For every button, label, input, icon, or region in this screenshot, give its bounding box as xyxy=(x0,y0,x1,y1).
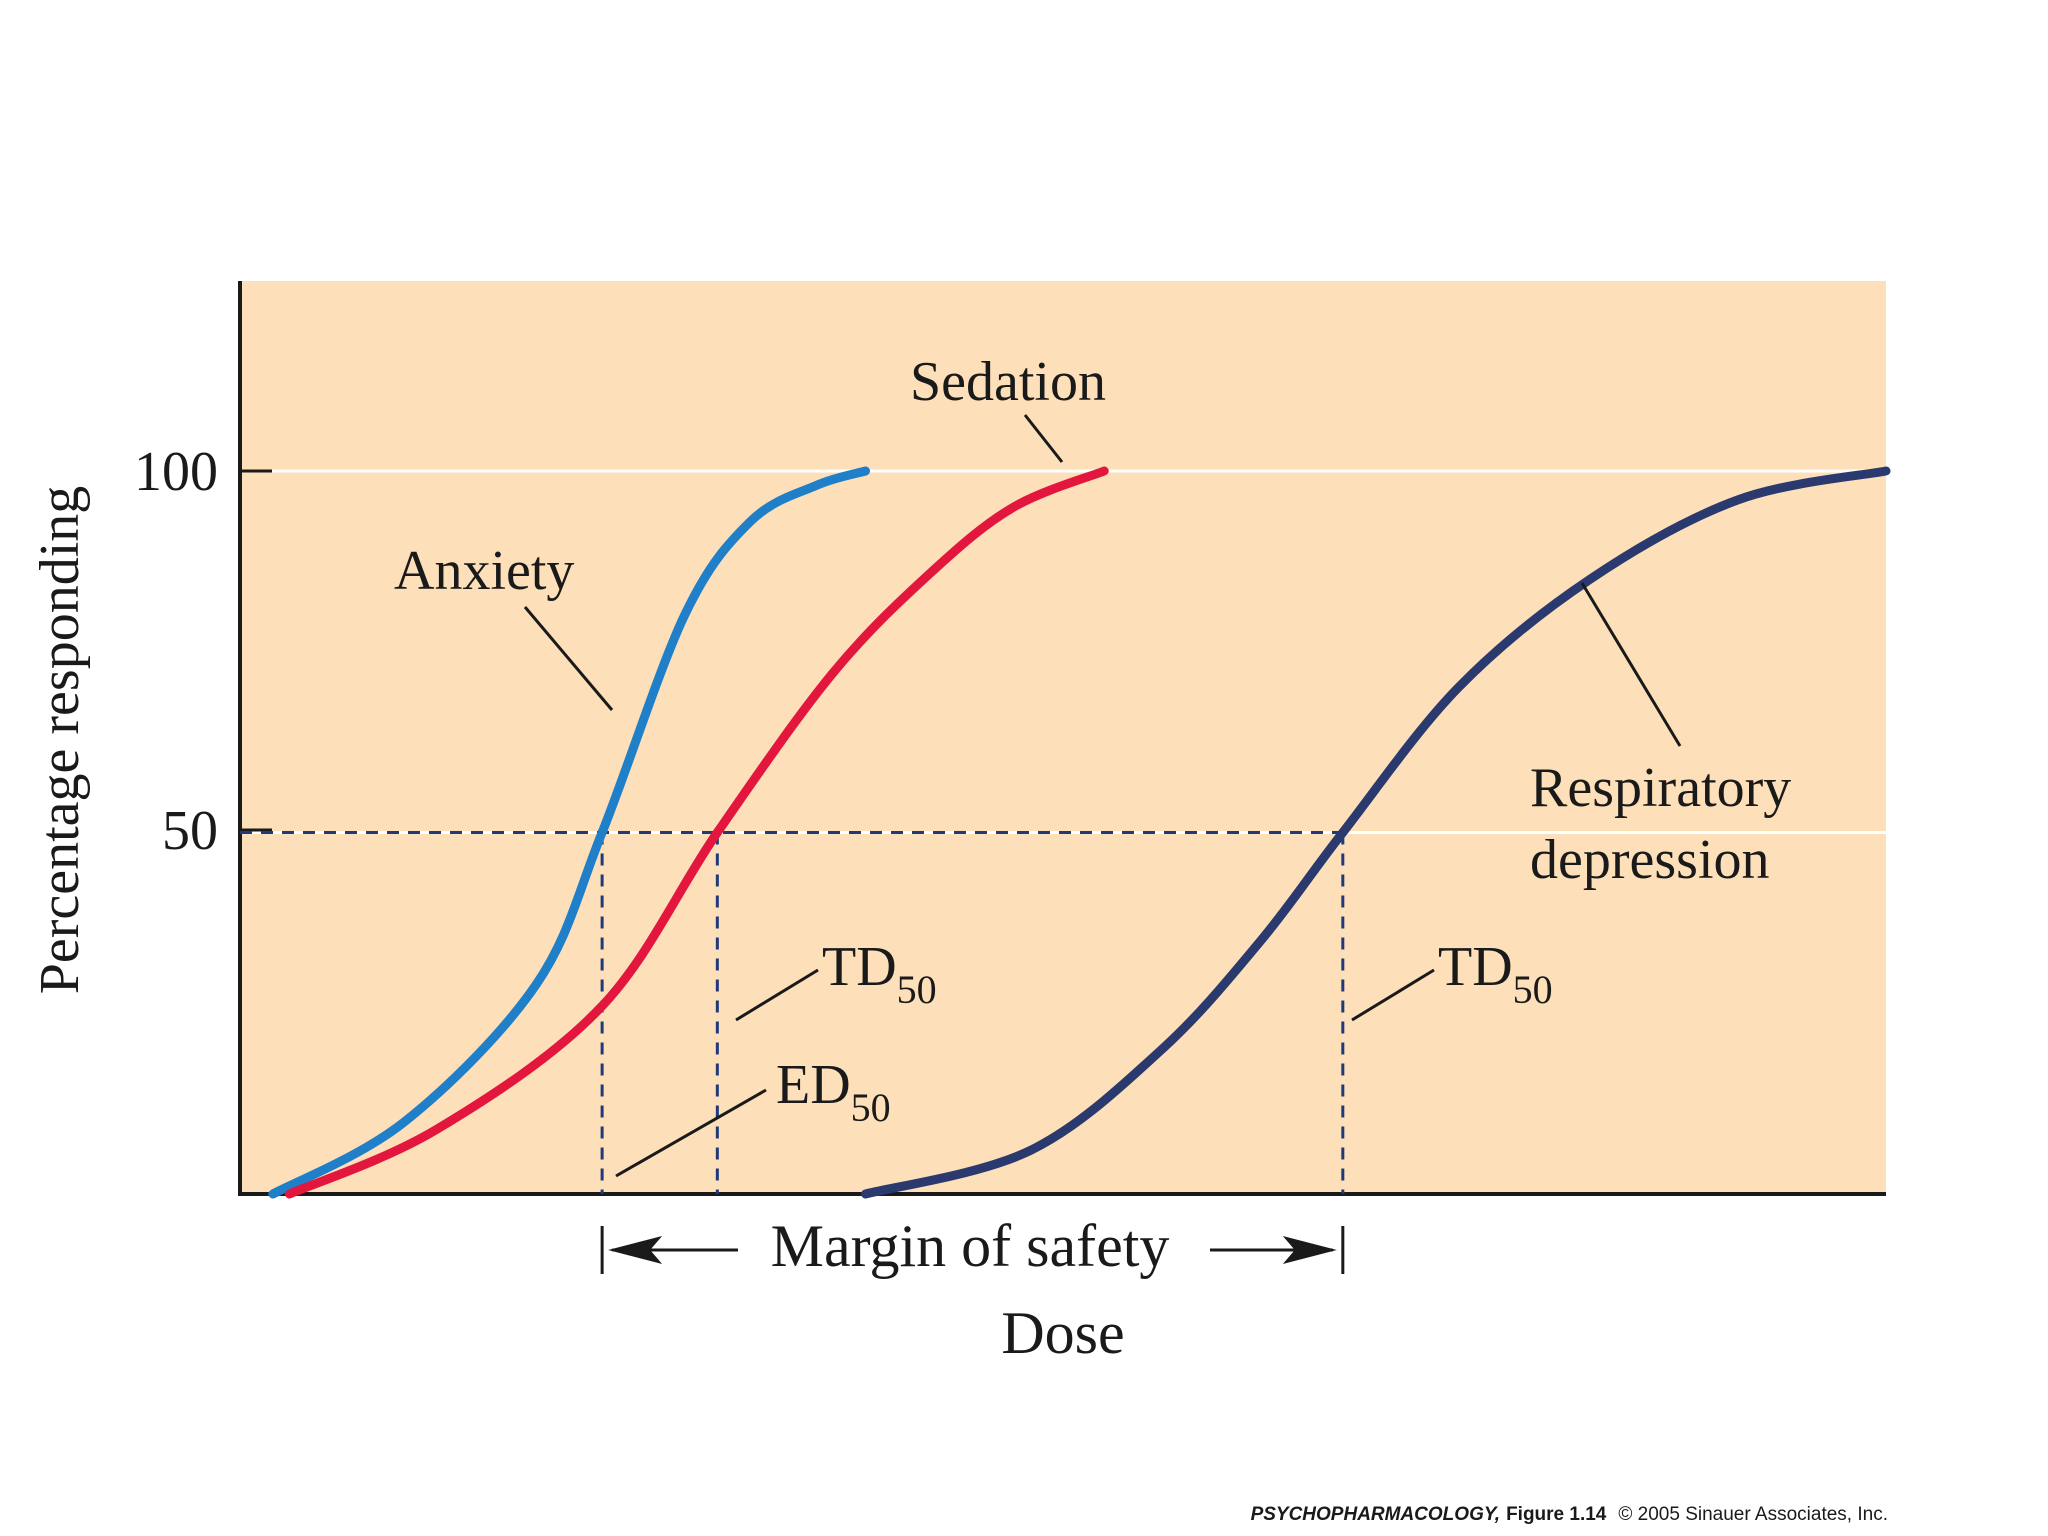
series-curve-anxiety xyxy=(268,466,870,1199)
series-curve-respiratory-depression xyxy=(861,466,1891,1199)
margin-right-arrow xyxy=(1282,1236,1337,1264)
leader-anxiety xyxy=(523,606,614,711)
td50-label-sedation: TD50 xyxy=(822,936,937,1012)
reference-dashes xyxy=(240,831,1345,1194)
series-label-sedation: Sedation xyxy=(910,351,1106,413)
series-label-anxiety: Anxiety xyxy=(394,540,574,602)
leader-sedation xyxy=(1023,414,1064,463)
y-axis-label: Percentage responding xyxy=(29,486,91,994)
figure-credit: PSYCHOPHARMACOLOGY, Figure 1.14 © 2005 Sin… xyxy=(1251,1504,1888,1525)
x-axis-label: Dose xyxy=(1001,1300,1124,1366)
plot-area xyxy=(240,281,1886,1194)
y-tick-label-50: 50 xyxy=(162,800,218,862)
respiratory-line-1: Respiratory xyxy=(1530,757,1791,819)
td50-label-respiratory: TD50 xyxy=(1438,936,1553,1012)
leader-ed50 xyxy=(615,1088,767,1178)
y-tick-label-100: 100 xyxy=(134,441,218,503)
ed50-label: ED50 xyxy=(776,1054,891,1130)
margin-of-safety xyxy=(600,1226,1345,1274)
series-label-respiratory: Respiratory depression xyxy=(1530,757,1805,891)
respiratory-line-2: depression xyxy=(1530,829,1770,891)
series-curve-sedation xyxy=(284,466,1109,1199)
leader-respiratory xyxy=(1580,582,1682,747)
margin-of-safety-label: Margin of safety xyxy=(771,1213,1170,1279)
margin-left-arrow xyxy=(608,1236,663,1264)
leader-td50-sedation xyxy=(735,968,819,1022)
leader-td50-respiratory xyxy=(1351,968,1435,1022)
curves xyxy=(268,466,1891,1199)
